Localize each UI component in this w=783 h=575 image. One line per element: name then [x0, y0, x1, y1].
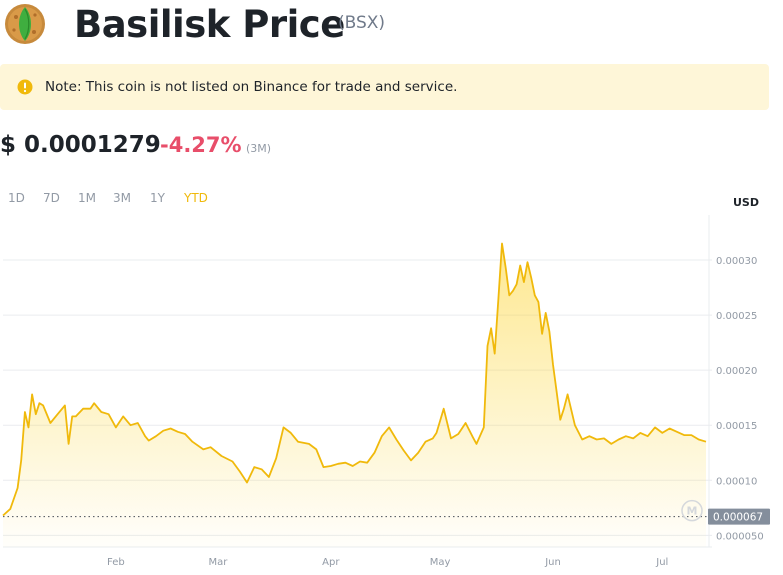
price-chart[interactable]: 0.000050 0.00010 0.00015 0.00020 0.00025 0.00… — [0, 215, 783, 575]
reference-label: 0.000067 — [708, 508, 770, 525]
price-change: -4.27% — [160, 133, 242, 157]
x-tick-label: Apr — [322, 557, 340, 568]
page-title: Basilisk Price — [74, 3, 345, 46]
warning-info-icon — [17, 79, 33, 95]
x-tick-label: Jun — [544, 557, 561, 568]
range-tab-7d[interactable]: 7D — [43, 191, 60, 205]
notice-banner: Note: This coin is not listed on Binance… — [0, 64, 769, 110]
y-tick-label: 0.000050 — [716, 531, 764, 542]
x-tick-label: Jul — [655, 557, 668, 568]
range-tab-1m[interactable]: 1M — [78, 191, 96, 205]
x-tick-label: May — [430, 557, 451, 568]
x-axis: Feb Mar Apr May Jun Jul — [107, 557, 668, 568]
coin-symbol: (BSX) — [338, 13, 386, 33]
svg-text:M: M — [687, 505, 698, 518]
header: Basilisk Price (BSX) — [0, 0, 783, 52]
y-tick-label: 0.00020 — [716, 366, 757, 377]
price-line — [2, 242, 707, 517]
notice-text: Note: This coin is not listed on Binance… — [45, 79, 458, 95]
price-row: $ 0.0001279 -4.27% (3M) — [0, 128, 783, 164]
range-tab-1d[interactable]: 1D — [8, 191, 25, 205]
x-tick-label: Feb — [107, 557, 125, 568]
range-tab-1y[interactable]: 1Y — [150, 191, 165, 205]
currency-label: USD — [733, 196, 759, 209]
range-tab-ytd[interactable]: YTD — [184, 191, 208, 205]
y-tick-label: 0.00015 — [716, 421, 757, 432]
range-tab-3m[interactable]: 3M — [113, 191, 131, 205]
basilisk-logo-icon — [5, 4, 45, 44]
y-tick-label: 0.00030 — [716, 256, 757, 267]
price-area — [3, 243, 706, 547]
watermark-icon: M — [681, 499, 703, 522]
current-price: $ 0.0001279 — [0, 132, 161, 158]
change-period: (3M) — [246, 142, 272, 155]
reference-value-label: 0.000067 — [713, 512, 763, 524]
y-tick-label: 0.00010 — [716, 476, 757, 487]
y-axis: 0.000050 0.00010 0.00015 0.00020 0.00025 0.00… — [716, 256, 764, 542]
y-tick-label: 0.00025 — [716, 311, 757, 322]
x-tick-label: Mar — [208, 557, 228, 568]
